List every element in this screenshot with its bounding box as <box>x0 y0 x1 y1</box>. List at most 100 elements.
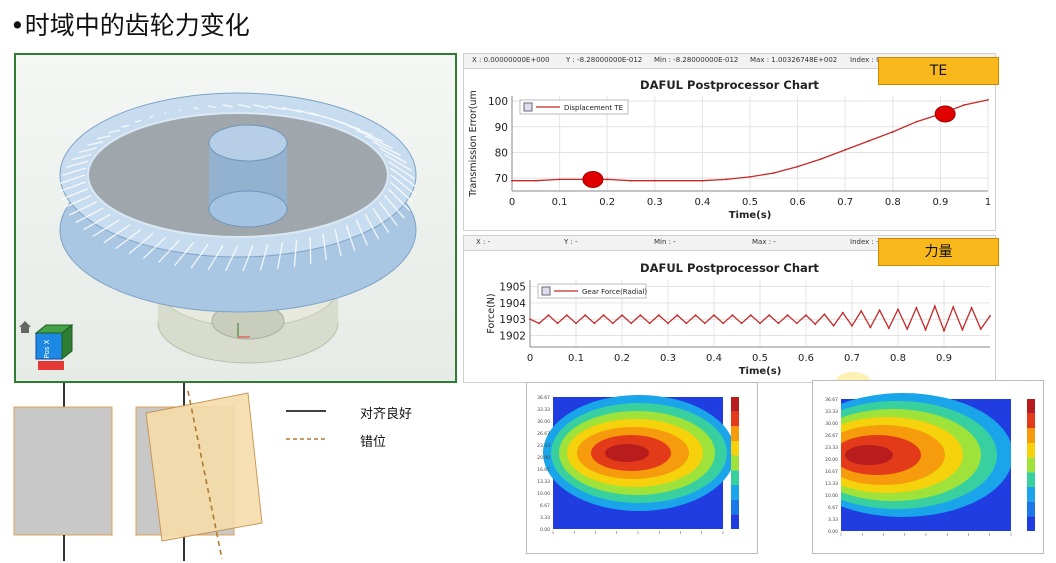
contour-y-tick: 30.00 <box>825 421 838 427</box>
contour-y-tick: 33.33 <box>537 407 550 413</box>
contour-y-tick: 3.33 <box>540 515 550 521</box>
contact-pressure-contour-b: 36.67 33.33 30.00 26.67 23.33 20.00 16.67 13.33… <box>793 380 1044 554</box>
contour-y-tick: 10.00 <box>825 493 838 499</box>
data-point <box>713 314 715 317</box>
gear-tooth <box>383 195 405 219</box>
data-point <box>602 314 605 317</box>
gear-tooth <box>207 244 224 271</box>
x-tick-label: 0.9 <box>936 353 952 364</box>
x-tick-label: 0.8 <box>890 353 906 364</box>
data-point <box>887 327 890 330</box>
contour-y-tick: 33.33 <box>825 409 838 415</box>
gear-tooth <box>365 135 393 149</box>
data-point <box>832 324 835 327</box>
gear-tooth <box>71 153 92 161</box>
x-tick-label: 0.6 <box>798 353 814 364</box>
force-chart-title: DAFUL Postprocessor Chart <box>640 261 819 275</box>
data-point <box>987 98 989 101</box>
orientation-triad-icon[interactable]: Pos X <box>34 323 74 370</box>
x-tick-label: 0.7 <box>837 197 853 208</box>
contour-y-tick: 26.67 <box>537 431 550 437</box>
data-point <box>924 328 927 331</box>
data-point <box>611 322 614 325</box>
y-tick-label: 70 <box>495 173 508 185</box>
data-point <box>653 179 656 182</box>
gear-pair-illustration: Pos X <box>19 92 417 370</box>
status-x: X : 0.00000000E+000 <box>472 56 550 64</box>
gear-tooth <box>103 224 131 244</box>
gear-tooth <box>259 243 269 271</box>
data-point <box>575 322 577 325</box>
data-point <box>795 322 798 325</box>
data-point <box>538 322 541 325</box>
data-point <box>648 322 651 325</box>
gear-tooth <box>128 233 154 255</box>
gear-tooth <box>60 174 86 184</box>
contour-legend-swatch <box>731 514 739 529</box>
misaligned-gear-pair <box>135 383 263 561</box>
gear-tooth <box>149 115 154 119</box>
gear-tooth <box>372 141 401 157</box>
x-tick-label: 0.8 <box>885 197 901 208</box>
force-chart-panel: X : - Y : - Min : - Max : - Index : - DA… <box>463 235 996 383</box>
legend-checkbox[interactable] <box>523 102 533 112</box>
gear-tooth <box>372 207 390 233</box>
data-point <box>534 179 537 182</box>
chart-legend <box>537 283 647 299</box>
gear-tooth <box>68 201 97 216</box>
contour-legend-swatch <box>731 470 739 485</box>
gear-tooth <box>97 135 111 140</box>
te-chart[interactable]: 0 0.1 0.2 0.3 0.4 0.5 0.6 0.7 0.8 0.9 1 70 80 90 100 Ti… <box>464 54 997 232</box>
contour-y-tick: 26.67 <box>825 433 838 439</box>
contour-y-tick: 13.33 <box>825 481 838 487</box>
data-point <box>511 179 513 182</box>
gear-tooth <box>252 104 268 109</box>
data-point <box>606 178 609 181</box>
data-point <box>796 165 799 168</box>
gear-tooth <box>389 181 414 204</box>
gear-tooth <box>309 237 312 264</box>
data-point <box>639 314 642 317</box>
gear-tooth <box>345 224 356 252</box>
data-point <box>823 313 826 316</box>
data-point <box>725 178 728 181</box>
y-tick-label: 100 <box>488 96 508 108</box>
x-axis-label: Time(s) <box>739 366 782 377</box>
gear-3d-viewport[interactable]: Pos X <box>14 53 457 383</box>
x-tick-label: 0.2 <box>599 197 615 208</box>
gear-tooth <box>134 119 142 123</box>
x-tick-label: 0.4 <box>706 353 722 364</box>
data-point <box>851 324 853 327</box>
x-tick-label: 0.2 <box>614 353 630 364</box>
data-point <box>869 326 872 329</box>
gear-tooth <box>293 240 298 267</box>
te-tag: TE <box>878 57 999 85</box>
data-point <box>558 178 561 181</box>
y-axis-label: Force(N) <box>486 293 497 333</box>
data-point <box>584 314 587 317</box>
gear-tooth <box>390 174 416 196</box>
data-point <box>777 322 780 325</box>
gear-tooth <box>207 105 216 109</box>
home-icon[interactable] <box>19 321 31 333</box>
data-point <box>556 322 559 325</box>
force-chart[interactable]: 0 0.1 0.2 0.3 0.4 0.5 0.6 0.7 0.8 0.9 1902 1903 1904… <box>464 236 997 384</box>
x-tick-label: 0.9 <box>932 197 948 208</box>
gear-tooth <box>75 207 104 224</box>
data-point <box>820 158 823 160</box>
x-tick-label: 0.4 <box>694 197 710 208</box>
data-point <box>933 305 936 308</box>
contour-y-tick: 0.00 <box>828 529 838 535</box>
data-point <box>593 322 596 325</box>
gear-tooth <box>242 244 254 272</box>
gear-tooth <box>83 213 112 231</box>
data-point <box>630 179 632 182</box>
x-tick-label: 0.1 <box>552 197 568 208</box>
data-point <box>749 175 751 178</box>
legend-checkbox[interactable] <box>541 286 551 296</box>
status-max: Max : - <box>752 238 776 246</box>
x-tick-label: 0.1 <box>568 353 584 364</box>
data-point <box>878 309 881 312</box>
contour-y-tick: 0.00 <box>540 527 550 533</box>
highlight-marker <box>934 105 956 123</box>
